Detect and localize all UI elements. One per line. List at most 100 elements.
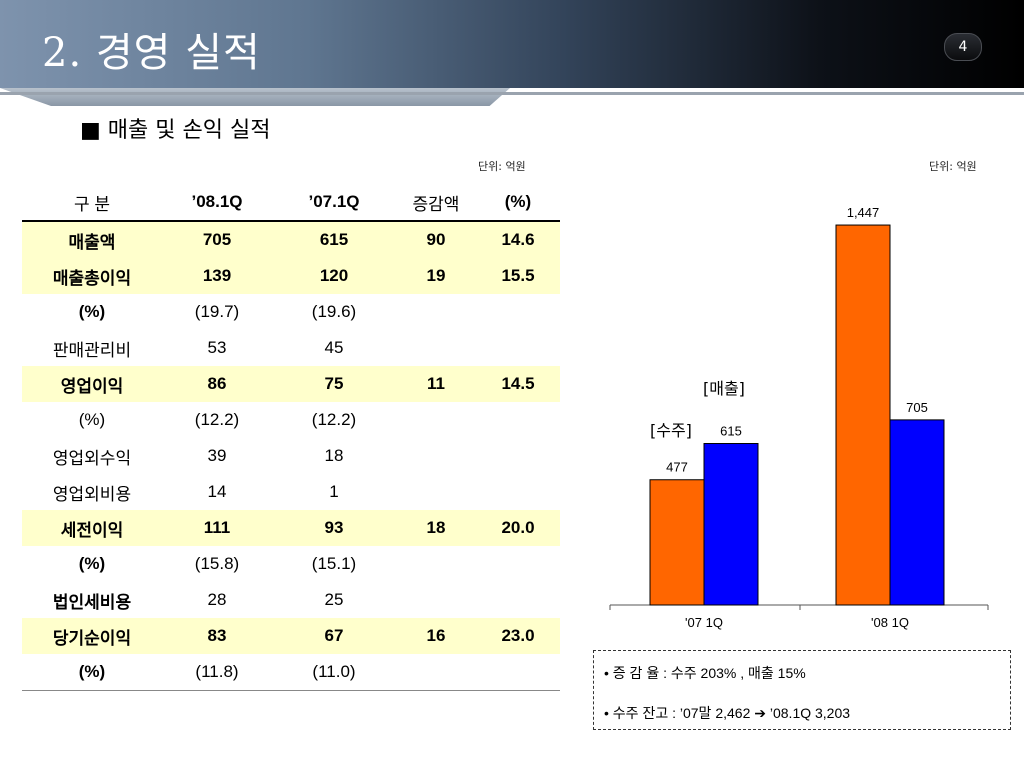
table-cell bbox=[476, 654, 560, 691]
x-tick-label: '08 1Q bbox=[871, 615, 909, 630]
x-tick-label: '07 1Q bbox=[685, 615, 723, 630]
table-cell: 판매관리비 bbox=[52, 340, 132, 360]
note-growth-rate: • 증 감 율 : 수주 203% , 매출 15% bbox=[604, 665, 806, 681]
table-cell: 14 bbox=[207, 482, 227, 501]
table-cell: 1 bbox=[329, 482, 339, 501]
table-row: 법인세비용 28 25 bbox=[22, 582, 560, 618]
bar-orders-1 bbox=[835, 224, 891, 606]
table-cell: 615 bbox=[272, 221, 396, 258]
table-cell: (12.2) bbox=[311, 410, 357, 429]
table-cell: 90 bbox=[396, 221, 476, 258]
table-cell: (%) bbox=[78, 302, 106, 321]
table-cell: 19 bbox=[396, 258, 476, 294]
table-row: (%) (11.8) (11.0) bbox=[22, 654, 560, 691]
table-cell: 14.5 bbox=[476, 366, 560, 402]
bar-orders-0 bbox=[649, 479, 705, 606]
table-cell: 120 bbox=[272, 258, 396, 294]
chart-unit-label: 단위: 억원 bbox=[929, 160, 977, 173]
table-cell bbox=[396, 546, 476, 582]
series-label-sales: [매출] bbox=[703, 379, 745, 398]
table-cell bbox=[476, 582, 560, 618]
page-number-badge: 4 bbox=[944, 33, 982, 61]
table-row: (%) (15.8) (15.1) bbox=[22, 546, 560, 582]
table-cell: 28 bbox=[207, 590, 227, 609]
data-label: 1,447 bbox=[847, 205, 880, 220]
orders-sales-bar-chart: 477 1,447 615 705 '07 1Q '08 1Q [수주] [매출] bbox=[609, 205, 989, 630]
table-cell: (%) bbox=[78, 554, 106, 573]
table-cell: 법인세비용 bbox=[52, 592, 132, 612]
table-cell: (11.0) bbox=[272, 654, 396, 691]
note-order-backlog: • 수주 잔고 : ’07말 2,462 ➔ ’08.1Q 3,203 bbox=[604, 705, 851, 721]
table-cell: 영업외비용 bbox=[52, 484, 132, 504]
table-header-row: 구 분 ’08.1Q ’07.1Q 증감액 (%) bbox=[22, 184, 560, 222]
table-cell: 705 bbox=[162, 221, 272, 258]
slide-title: 2. 경영 실적 bbox=[42, 30, 261, 76]
financial-results-table: 구 분 ’08.1Q ’07.1Q 증감액 (%) 매출액 705 615 90 14.… bbox=[22, 184, 560, 691]
table-cell bbox=[396, 654, 476, 691]
table-row: 판매관리비 53 45 bbox=[22, 330, 560, 366]
table-row: (%) (19.7) (19.6) bbox=[22, 294, 560, 330]
table-cell: (19.6) bbox=[311, 302, 357, 321]
table-cell: 14.6 bbox=[476, 221, 560, 258]
table-cell: 20.0 bbox=[476, 510, 560, 546]
header-percent: (%) bbox=[476, 184, 560, 222]
table-cell: 45 bbox=[324, 338, 344, 357]
table-cell bbox=[476, 330, 560, 366]
table-cell bbox=[396, 582, 476, 618]
table-cell: 15.5 bbox=[476, 258, 560, 294]
table-cell: 67 bbox=[272, 618, 396, 654]
data-label: 615 bbox=[720, 424, 742, 439]
data-label: 477 bbox=[666, 460, 688, 475]
table-cell: 139 bbox=[162, 258, 272, 294]
table-cell bbox=[396, 402, 476, 438]
table-cell bbox=[476, 546, 560, 582]
table-cell: 영업이익 bbox=[22, 366, 162, 402]
table-cell: 83 bbox=[162, 618, 272, 654]
table-cell: 53 bbox=[207, 338, 227, 357]
table-cell: 75 bbox=[272, 366, 396, 402]
table-cell: 111 bbox=[162, 510, 272, 546]
table-cell: 당기순이익 bbox=[22, 618, 162, 654]
table-cell: (%) bbox=[78, 410, 106, 429]
table-cell: 매출총이익 bbox=[22, 258, 162, 294]
table-cell: 86 bbox=[162, 366, 272, 402]
table-cell: 93 bbox=[272, 510, 396, 546]
slide-header: 2. 경영 실적 4 bbox=[0, 0, 1024, 88]
table-cell: 39 bbox=[207, 446, 227, 465]
table-row: 매출액 705 615 90 14.6 bbox=[22, 221, 560, 258]
table-row: 매출총이익 139 120 19 15.5 bbox=[22, 258, 560, 294]
table-cell: (15.1) bbox=[311, 554, 357, 573]
header-divider bbox=[0, 92, 1024, 95]
table-cell bbox=[476, 438, 560, 474]
table-cell: 25 bbox=[324, 590, 344, 609]
table-cell bbox=[396, 330, 476, 366]
table-cell bbox=[396, 438, 476, 474]
table-cell: (12.2) bbox=[194, 410, 240, 429]
table-cell bbox=[476, 402, 560, 438]
bar-sales-0 bbox=[703, 443, 759, 606]
bar-sales-1 bbox=[889, 419, 945, 606]
table-cell: 영업외수익 bbox=[52, 448, 132, 468]
table-cell: 18 bbox=[324, 446, 344, 465]
table-cell bbox=[476, 474, 560, 510]
header-tab-decoration bbox=[0, 88, 510, 106]
table-row: 영업이익 86 75 11 14.5 bbox=[22, 366, 560, 402]
table-cell: 16 bbox=[396, 618, 476, 654]
series-label-orders: [수주] bbox=[650, 421, 692, 440]
header-change: 증감액 bbox=[396, 184, 476, 222]
table-cell: 18 bbox=[396, 510, 476, 546]
table-row: 영업외비용 14 1 bbox=[22, 474, 560, 510]
table-cell: (11.8) bbox=[162, 654, 272, 691]
table-cell: 23.0 bbox=[476, 618, 560, 654]
header-07q1: ’07.1Q bbox=[272, 184, 396, 222]
data-label: 705 bbox=[906, 400, 928, 415]
table-cell: (15.8) bbox=[194, 554, 240, 573]
table-unit-label: 단위: 억원 bbox=[478, 160, 526, 173]
section-title: ■ 매출 및 손익 실적 bbox=[80, 118, 271, 143]
header-08q1: ’08.1Q bbox=[162, 184, 272, 222]
table-cell: (19.7) bbox=[194, 302, 240, 321]
header-category: 구 분 bbox=[22, 184, 162, 222]
summary-notes-box: • 증 감 율 : 수주 203% , 매출 15% • 수주 잔고 : ’07… bbox=[593, 650, 1011, 730]
table-cell: 11 bbox=[396, 366, 476, 402]
table-cell: 세전이익 bbox=[22, 510, 162, 546]
